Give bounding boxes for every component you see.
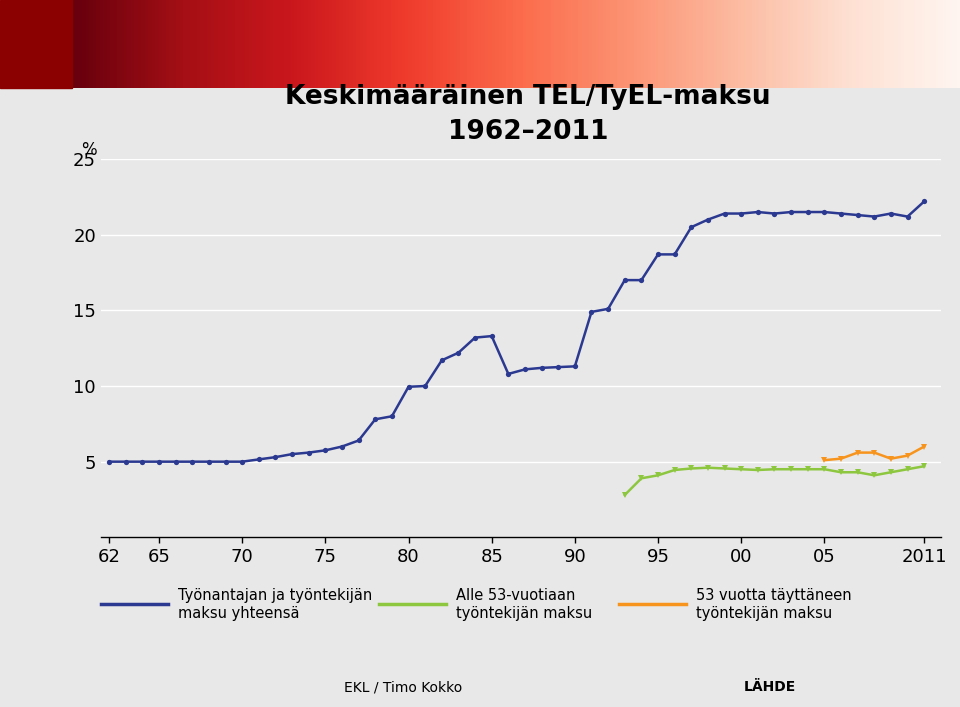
Text: %: %	[82, 141, 97, 159]
Text: Alle 53-vuotiaan
työntekijän maksu: Alle 53-vuotiaan työntekijän maksu	[456, 588, 592, 621]
Text: Työnantajan ja työntekijän
maksu yhteensä: Työnantajan ja työntekijän maksu yhteens…	[178, 588, 372, 621]
Text: 53 vuotta täyttäneen
työntekijän maksu: 53 vuotta täyttäneen työntekijän maksu	[696, 588, 852, 621]
Text: LÄHDE: LÄHDE	[744, 680, 796, 694]
Text: Keskimääräinen TEL/TyEL-maksu: Keskimääräinen TEL/TyEL-maksu	[285, 83, 771, 110]
Text: EKL / Timo Kokko: EKL / Timo Kokko	[344, 680, 463, 694]
Text: 1962–2011: 1962–2011	[447, 119, 609, 145]
